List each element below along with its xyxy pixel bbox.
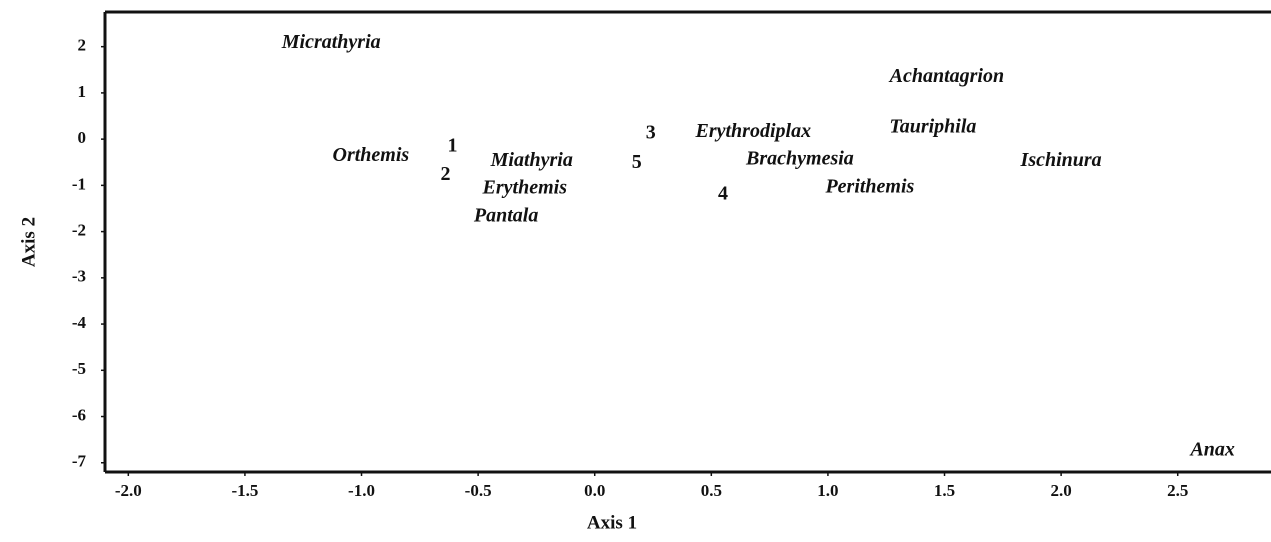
y-tick-label: -7 [72, 452, 87, 471]
y-tick-label: -5 [72, 359, 86, 378]
point-label: Miathyria [490, 149, 573, 171]
x-tick-label: 2.0 [1050, 481, 1071, 500]
x-tick-label: 0.0 [584, 481, 605, 500]
y-axis-label: Axis 2 [18, 217, 39, 267]
x-tick-label: 2.5 [1167, 481, 1188, 500]
point-label: Ischinura [1020, 149, 1102, 171]
point-label: Pantala [473, 204, 538, 226]
y-tick-label: 0 [78, 128, 87, 147]
point-label: Achantagrion [888, 65, 1004, 87]
point-label: 1 [447, 135, 457, 157]
point-label: Erythrodiplax [695, 120, 812, 142]
point-label: 4 [718, 183, 728, 205]
point-label: Orthemis [333, 144, 410, 166]
x-tick-label: -2.0 [115, 481, 142, 500]
point-label: Tauriphila [889, 116, 976, 138]
x-tick-label: 1.0 [817, 481, 838, 500]
point-label: 2 [440, 163, 450, 185]
point-label: 5 [632, 151, 642, 173]
x-tick-label: 1.5 [934, 481, 955, 500]
point-label: Anax [1188, 438, 1234, 460]
point-label: Erythemis [482, 177, 568, 199]
y-tick-label: 2 [78, 36, 87, 55]
y-tick-label: -4 [72, 313, 87, 332]
point-label: Brachymesia [745, 148, 854, 170]
x-tick-label: -1.5 [231, 481, 258, 500]
y-tick-label: -2 [72, 221, 86, 240]
point-label: 3 [646, 122, 656, 144]
y-tick-label: -3 [72, 267, 86, 286]
y-tick-label: -1 [72, 174, 86, 193]
x-axis-label: Axis 1 [587, 512, 637, 533]
x-tick-label: -0.5 [465, 481, 492, 500]
point-label: Micrathyria [281, 31, 381, 53]
y-tick-label: -6 [72, 405, 86, 424]
point-label: Perithemis [824, 176, 914, 198]
x-tick-label: -1.0 [348, 481, 375, 500]
y-tick-label: 1 [78, 82, 87, 101]
x-tick-label: 0.5 [701, 481, 722, 500]
